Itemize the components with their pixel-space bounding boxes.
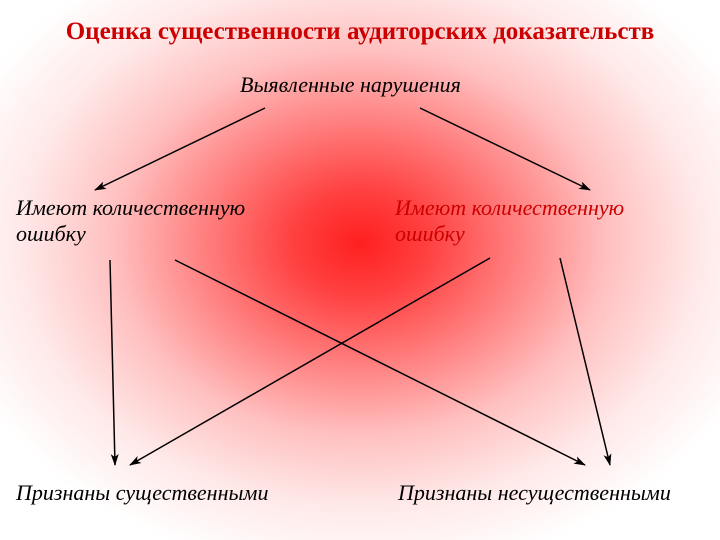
arrow-mid_right-to-bot_right [560,258,610,465]
arrow-top-to-mid_right [420,108,590,190]
arrows-layer [0,0,720,540]
arrow-mid_left-to-bot_left [110,260,115,465]
arrow-mid_right-to-bot_left [130,258,490,465]
arrow-mid_left-to-bot_right [175,260,585,465]
arrow-top-to-mid_left [95,108,265,190]
